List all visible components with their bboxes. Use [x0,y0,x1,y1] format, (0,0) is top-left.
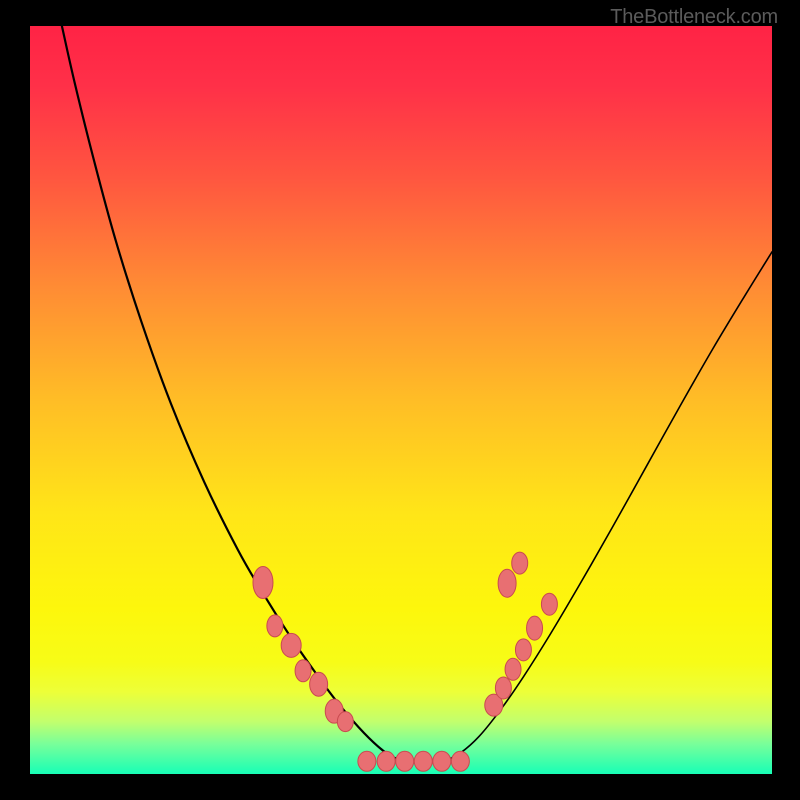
marker-point-14 [495,677,511,699]
marker-point-16 [515,639,531,661]
marker-point-8 [377,751,395,771]
marker-point-2 [281,633,301,657]
marker-point-11 [433,751,451,771]
marker-point-20 [512,552,528,574]
plot-area [30,26,772,774]
marker-point-3 [295,660,311,682]
marker-point-10 [414,751,432,771]
marker-point-1 [267,615,283,637]
marker-point-18 [541,593,557,615]
marker-point-6 [337,712,353,732]
marker-point-17 [527,616,543,640]
marker-point-4 [310,672,328,696]
marker-point-19 [498,569,516,597]
marker-point-7 [358,751,376,771]
chart-svg [30,26,772,774]
marker-point-0 [253,567,273,599]
gradient-background [30,26,772,774]
marker-point-12 [451,751,469,771]
marker-point-9 [396,751,414,771]
marker-point-15 [505,658,521,680]
